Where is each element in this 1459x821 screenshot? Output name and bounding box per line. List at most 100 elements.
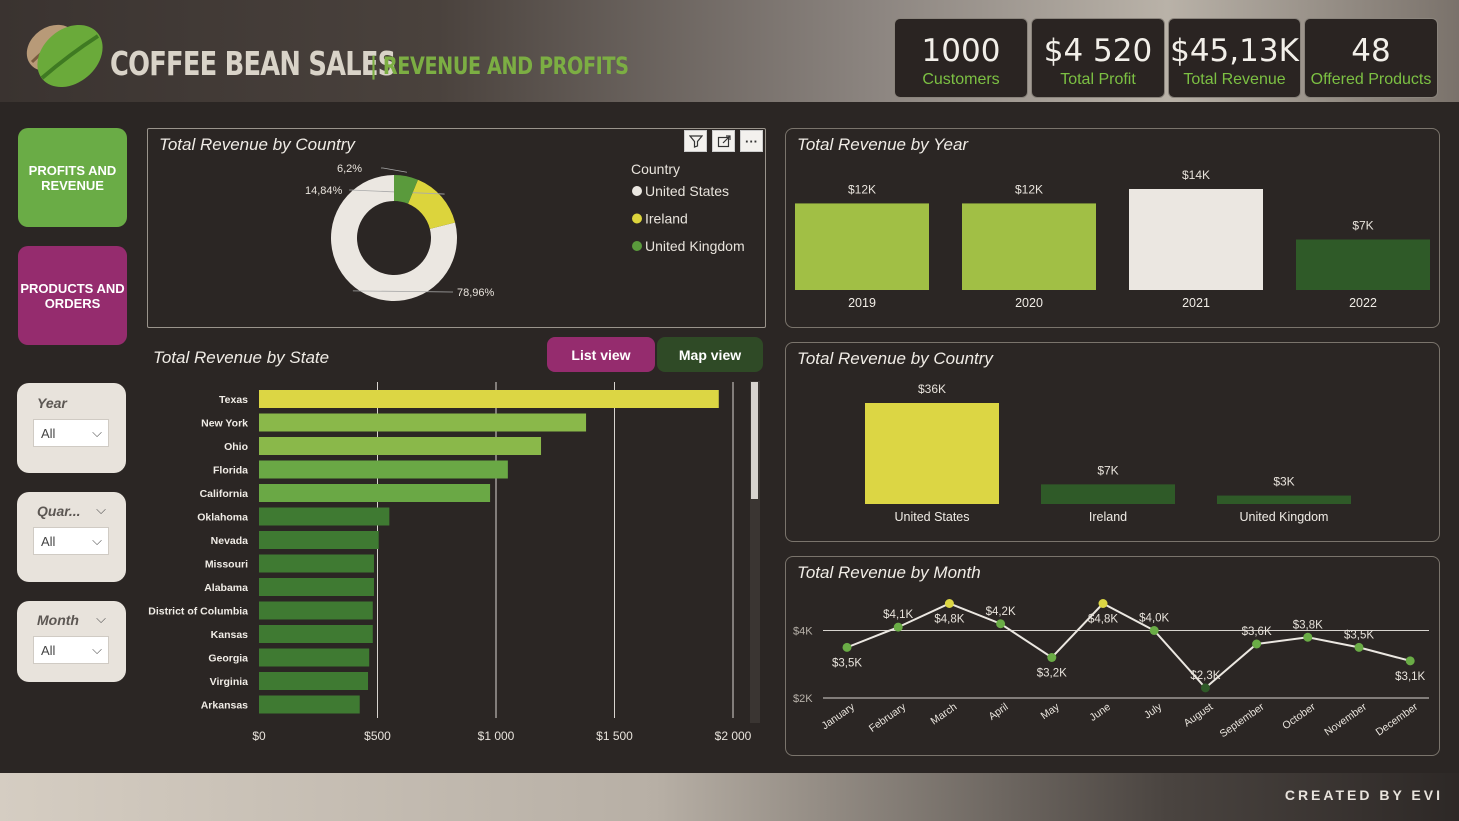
profits-revenue-button[interactable]: PROFITS AND REVENUE <box>18 128 127 227</box>
data-point <box>842 642 852 652</box>
point-data-label: $3,1K <box>1395 671 1425 683</box>
legend-item: United States <box>645 183 729 199</box>
bar-data-label: $7K <box>1352 219 1373 233</box>
state-bar <box>259 460 508 479</box>
state-label: Arkansas <box>201 700 248 712</box>
data-point <box>1303 632 1313 642</box>
state-bar <box>259 578 374 596</box>
state-label: California <box>200 488 249 500</box>
dashboard-subtitle: | REVENUE AND PROFITS <box>370 52 629 80</box>
month-label: November <box>1322 701 1369 739</box>
map-view-button[interactable]: Map view <box>657 337 763 372</box>
panel-title: Total Revenue by Year <box>797 135 969 154</box>
donut-chart: 78,96% 14,84% 6,2% Country United States Irel… <box>305 161 745 301</box>
state-bar <box>259 484 491 502</box>
point-data-label: $4,8K <box>934 614 964 626</box>
legend-marker <box>632 186 642 196</box>
state-bar <box>259 695 360 714</box>
chevron-down-icon: ⌵ <box>92 425 102 440</box>
country-bar-chart: $36K United States $7K Ireland $3K United Kin… <box>865 382 1351 524</box>
data-point <box>944 599 954 608</box>
legend-item: Ireland <box>645 211 688 227</box>
legend-item: United Kingdom <box>645 238 745 254</box>
x-tick-label: $0 <box>252 729 266 743</box>
chevron-down-icon[interactable]: ⌵ <box>96 611 106 626</box>
month-label: May <box>1039 700 1063 722</box>
kpi-customers: 1000 Customers <box>894 18 1028 98</box>
category-label: 2019 <box>848 296 876 310</box>
year-dropdown[interactable]: All ⌵ <box>33 419 109 447</box>
quarter-slicer: Quar... ⌵ All ⌵ <box>17 492 126 582</box>
point-data-label: $4,8K <box>1088 614 1118 626</box>
month-label: August <box>1182 701 1216 730</box>
list-view-button[interactable]: List view <box>547 337 655 372</box>
legend-title: Country <box>631 161 680 177</box>
state-bar <box>259 531 379 549</box>
donut-slice <box>331 175 458 301</box>
bar-data-label: $14K <box>1182 168 1210 182</box>
bar-data-label: $12K <box>848 182 876 196</box>
coffee-bean-logo <box>26 24 103 88</box>
filter-icon[interactable] <box>684 130 707 152</box>
x-tick-label: $2 000 <box>715 729 752 743</box>
state-bar <box>259 507 390 526</box>
panel-title: Total Revenue by Month <box>797 563 981 582</box>
dropdown-value: All <box>41 426 56 441</box>
focus-mode-icon[interactable] <box>712 130 735 152</box>
dashboard-title: COFFEE BEAN SALES <box>110 44 396 83</box>
state-bar <box>259 625 373 643</box>
chevron-down-icon[interactable]: ⌵ <box>96 502 106 517</box>
bar-data-label: $36K <box>918 382 946 396</box>
category-label: 2022 <box>1349 296 1377 310</box>
y-tick-label: $2K <box>793 693 813 705</box>
category-label: 2021 <box>1182 296 1210 310</box>
category-label: Ireland <box>1089 510 1127 524</box>
revenue-by-country-donut-panel[interactable]: Total Revenue by Country <box>147 128 766 328</box>
month-dropdown[interactable]: All ⌵ <box>33 636 109 664</box>
products-orders-button[interactable]: PRODUCTS AND ORDERS <box>18 246 127 345</box>
donut-leader-line <box>349 189 445 195</box>
revenue-by-month-panel: Total Revenue by Month <box>785 556 1440 756</box>
kpi-total-revenue: $45,13K Total Revenue <box>1168 18 1301 98</box>
month-label: December <box>1374 701 1421 739</box>
state-label: Kansas <box>211 629 249 641</box>
quarter-dropdown[interactable]: All ⌵ <box>33 527 109 555</box>
data-point <box>996 619 1006 629</box>
x-tick-label: $1 500 <box>596 729 633 743</box>
month-label: June <box>1087 701 1113 724</box>
scrollbar-thumb[interactable] <box>751 382 758 499</box>
scrollbar-track[interactable] <box>750 381 760 723</box>
state-bar-chart: $0 $500 $1 000 $1 500 $2 000 Texas New York Ohi… <box>148 382 752 743</box>
state-bar <box>259 437 542 455</box>
point-data-label: $3,5K <box>832 657 862 669</box>
donut-data-label: 78,96% <box>457 287 495 299</box>
panel-title: Total Revenue by Country <box>797 349 993 368</box>
month-label: September <box>1218 701 1267 741</box>
slicer-label: Year <box>37 395 67 411</box>
state-label: Georgia <box>208 653 248 665</box>
donut-data-label: 14,84% <box>305 185 343 197</box>
state-label: Texas <box>219 394 248 406</box>
donut-slice <box>394 175 418 204</box>
data-point <box>893 622 903 632</box>
data-point <box>1405 656 1415 666</box>
donut-data-label: 6,2% <box>337 163 362 175</box>
x-tick-label: $1 000 <box>478 729 515 743</box>
kpi-value: 48 <box>1351 33 1391 69</box>
kpi-label: Customers <box>922 71 1000 88</box>
state-label: Alabama <box>204 582 248 594</box>
data-point <box>1200 683 1210 693</box>
kpi-value: $4 520 <box>1043 33 1153 69</box>
state-bar <box>259 390 719 408</box>
state-bar <box>259 672 369 690</box>
state-label: District of Columbia <box>148 606 248 618</box>
point-data-label: $3,2K <box>1037 668 1067 680</box>
data-point <box>1047 653 1057 662</box>
kpi-offered-products: 48 Offered Products <box>1304 18 1438 98</box>
bar-data-label: $3K <box>1273 475 1294 489</box>
more-options-icon[interactable]: ··· <box>740 130 763 152</box>
data-point <box>1252 639 1262 649</box>
data-point <box>1149 626 1159 635</box>
point-data-label: $4,2K <box>986 606 1016 618</box>
month-label: April <box>986 701 1010 723</box>
